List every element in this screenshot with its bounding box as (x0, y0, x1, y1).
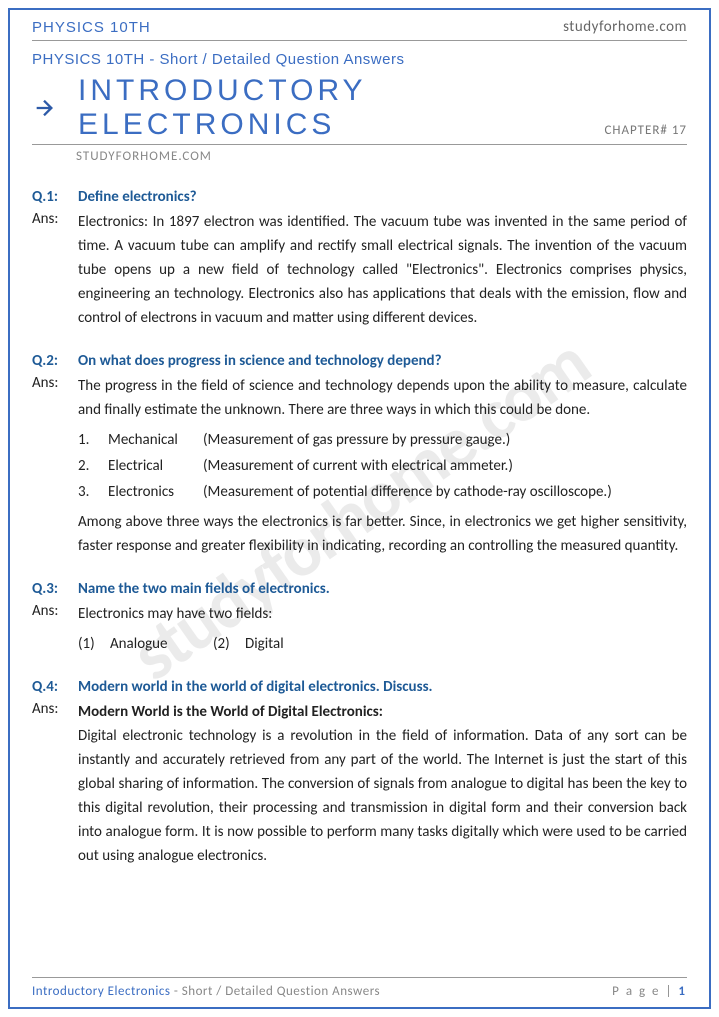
page-title: INTRODUCTORY ELECTRONICS (78, 74, 604, 142)
question-text: On what does progress in science and tec… (78, 352, 442, 370)
page-sep: | (665, 984, 678, 999)
answer-body: Electronics may have two fields: (1)Anal… (78, 602, 687, 656)
answer-label: Ans: (32, 374, 78, 558)
footer: Introductory Electronics - Short / Detai… (32, 977, 687, 999)
page-label: P a g e (612, 984, 665, 999)
question-text: Name the two main fields of electronics. (78, 580, 330, 598)
answer-label: Ans: (32, 700, 78, 868)
header-subtitle: PHYSICS 10TH - Short / Detailed Question… (32, 51, 687, 68)
answer-followup: Among above three ways the electronics i… (78, 510, 687, 558)
numbered-list: 1.Mechanical(Measurement of gas pressure… (78, 428, 687, 504)
page-number: 1 (678, 984, 687, 999)
answer-body: Electronics: In 1897 electron was identi… (78, 210, 687, 330)
site-under-title: STUDYFORHOME.COM (76, 149, 687, 164)
title-row: INTRODUCTORY ELECTRONICS CHAPTER# 17 (32, 74, 687, 145)
footer-right: P a g e | 1 (612, 984, 687, 999)
answer-label: Ans: (32, 602, 78, 656)
answer-text: Digital electronic technology is a revol… (78, 724, 687, 868)
question-number: Q.2: (32, 352, 78, 370)
list-item: 1.Mechanical(Measurement of gas pressure… (78, 428, 687, 452)
answer-label: Ans: (32, 210, 78, 330)
answer-intro: Electronics may have two fields: (78, 602, 687, 626)
chapter-label: CHAPTER# 17 (604, 123, 687, 142)
question-number: Q.1: (32, 188, 78, 206)
answer-body: Modern World is the World of Digital Ele… (78, 700, 687, 868)
qa-block-3: Q.3: Name the two main fields of electro… (32, 580, 687, 656)
footer-suffix: - Short / Detailed Question Answers (170, 984, 380, 999)
answer-body: The progress in the field of science and… (78, 374, 687, 558)
footer-chapter: Introductory Electronics (32, 984, 170, 999)
header-left: PHYSICS 10TH (32, 19, 151, 36)
arrow-right-icon (32, 94, 60, 122)
answer-intro: The progress in the field of science and… (78, 374, 687, 422)
qa-block-2: Q.2: On what does progress in science an… (32, 352, 687, 558)
inline-list: (1)Analogue (2)Digital (78, 632, 687, 656)
question-number: Q.3: (32, 580, 78, 598)
question-text: Define electronics? (78, 188, 197, 206)
qa-block-4: Q.4: Modern world in the world of digita… (32, 678, 687, 868)
question-number: Q.4: (32, 678, 78, 696)
qa-block-1: Q.1: Define electronics? Ans: Electronic… (32, 188, 687, 330)
list-item: 2.Electrical(Measurement of current with… (78, 454, 687, 478)
footer-left: Introductory Electronics - Short / Detai… (32, 984, 380, 999)
answer-bold-lead: Modern World is the World of Digital Ele… (78, 700, 687, 724)
list-item: 3.Electronics(Measurement of potential d… (78, 480, 687, 504)
question-text: Modern world in the world of digital ele… (78, 678, 433, 696)
top-bar: PHYSICS 10TH studyforhome.com (32, 18, 687, 41)
header-right: studyforhome.com (563, 18, 687, 36)
page-content: PHYSICS 10TH studyforhome.com PHYSICS 10… (0, 0, 719, 908)
